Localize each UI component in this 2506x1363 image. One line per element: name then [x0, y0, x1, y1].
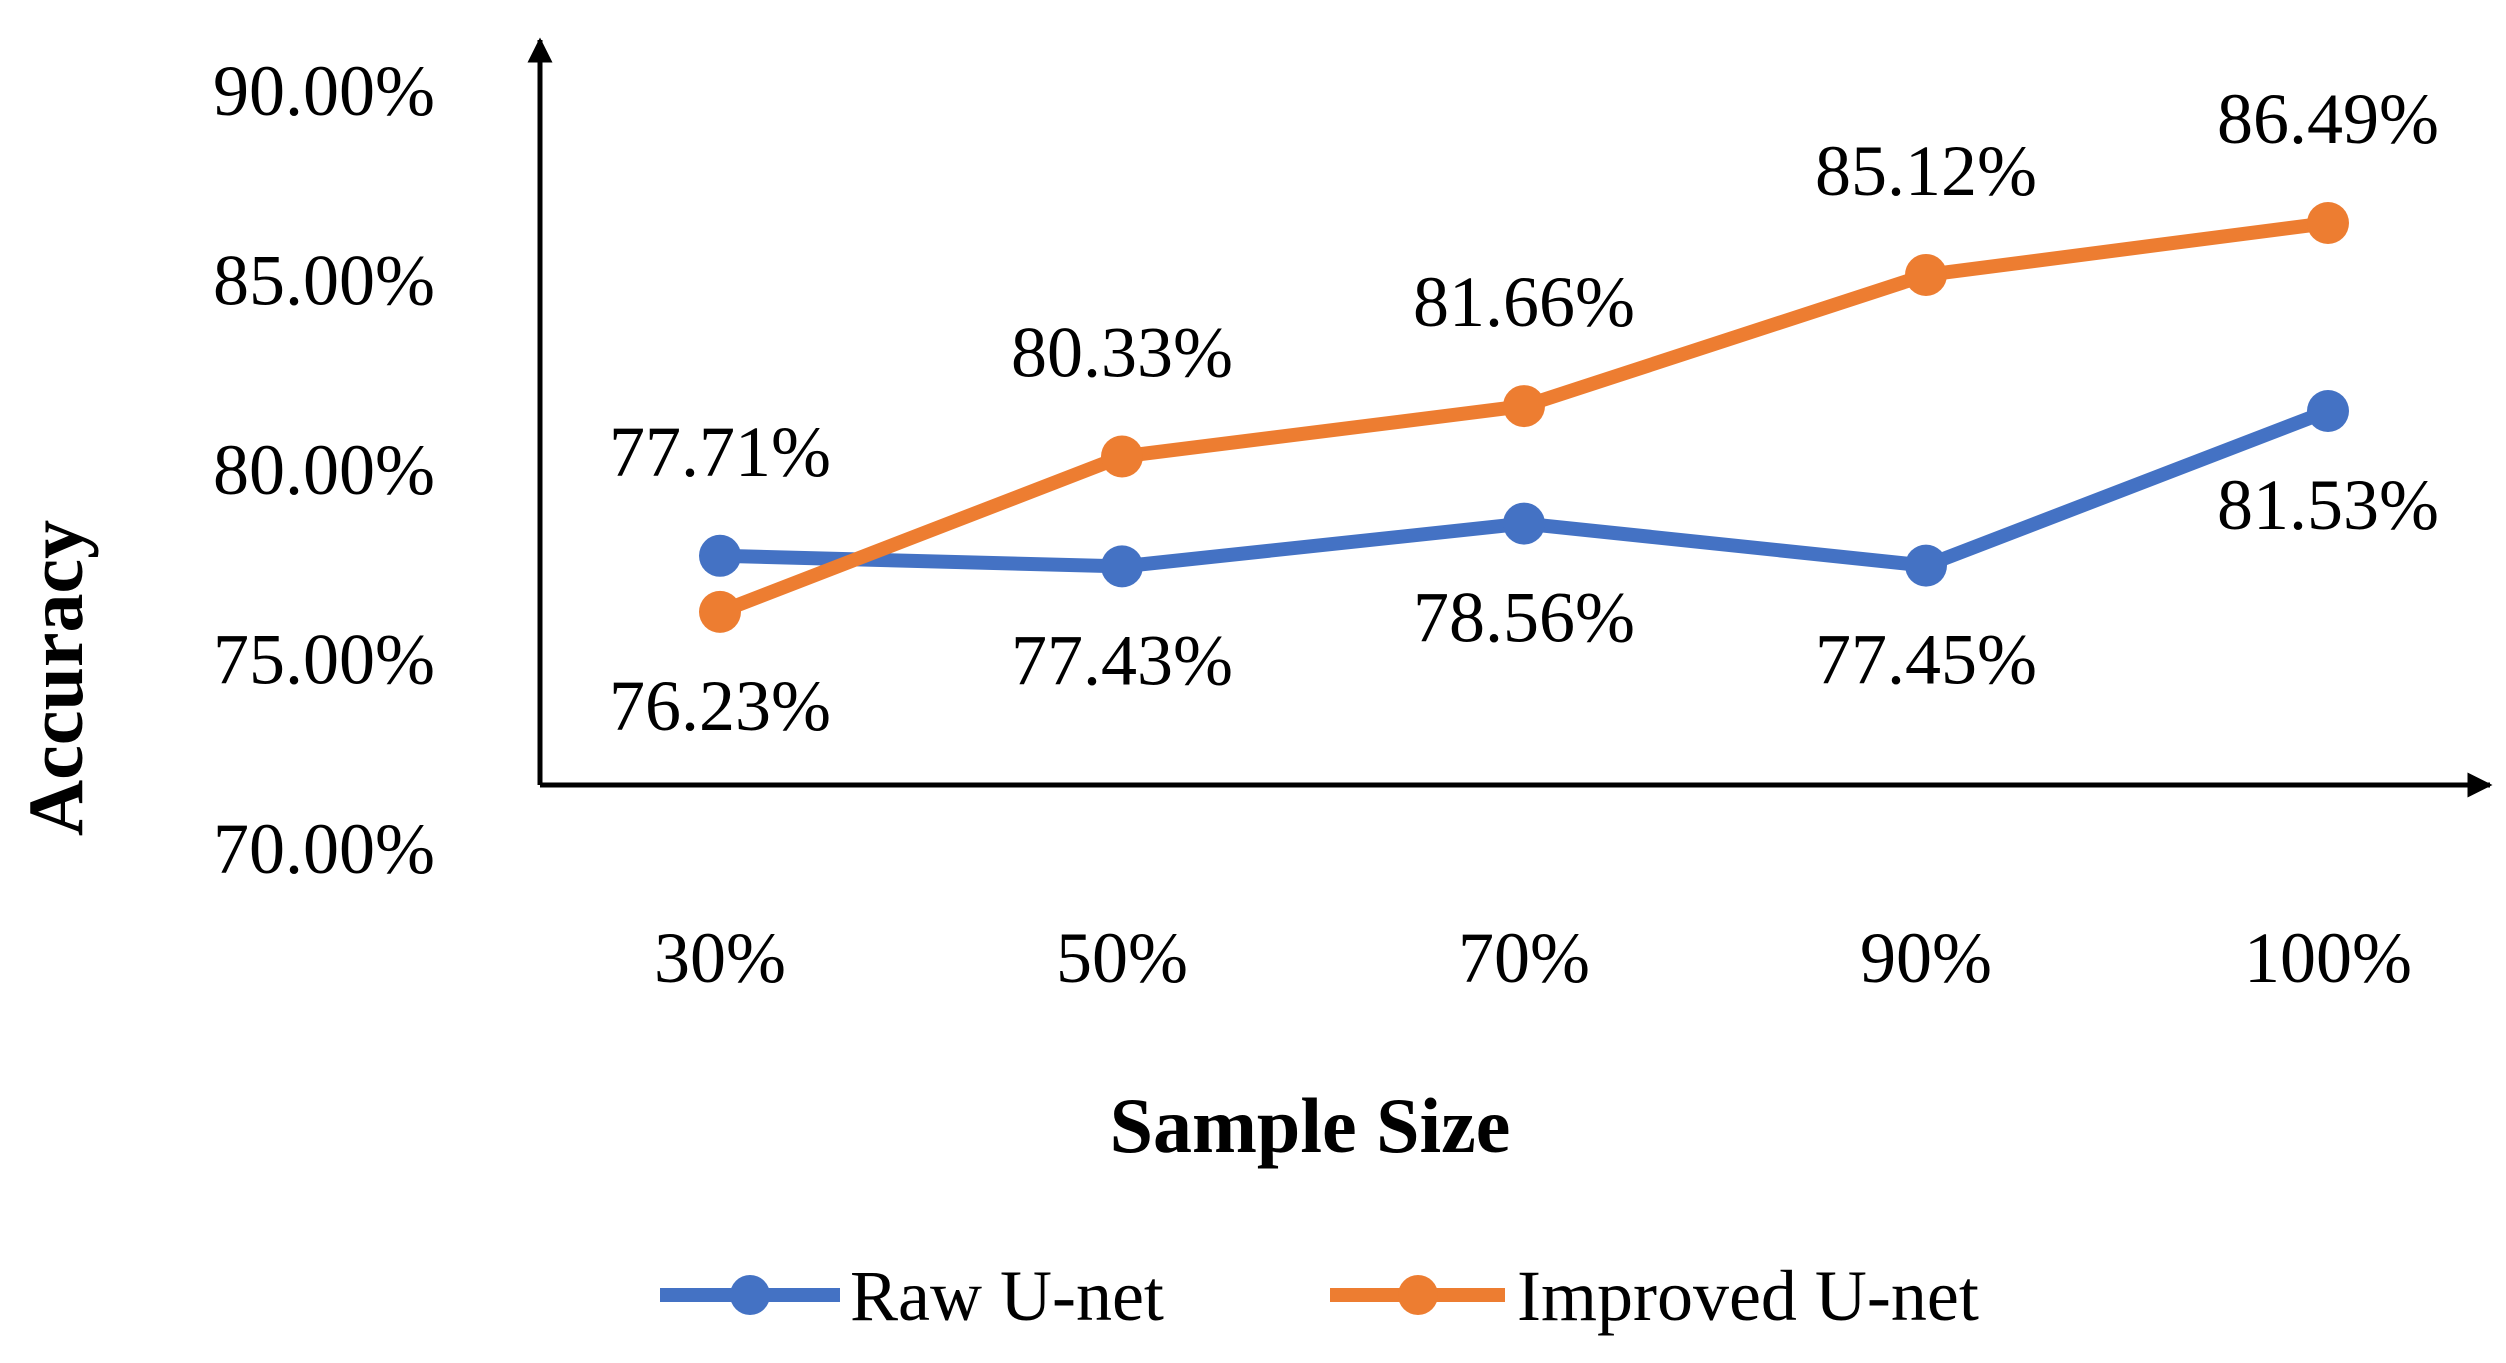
legend-improved-marker — [1398, 1275, 1438, 1315]
data-point-improved-u-net — [1905, 253, 1947, 296]
y-tick-labels: 70.00% 75.00% 80.00% 85.00% 90.00% — [213, 51, 435, 889]
x-tick-label: 30% — [654, 918, 786, 998]
data-label-improved-u-net: 81.66% — [1413, 262, 1635, 342]
data-label-improved-u-net: 86.49% — [2217, 79, 2439, 159]
data-label-raw-u-net: 81.53% — [2217, 465, 2439, 545]
data-point-raw-u-net — [699, 534, 741, 577]
data-label-raw-u-net: 77.45% — [1815, 620, 2037, 700]
data-label-raw-u-net: 78.56% — [1413, 578, 1635, 658]
x-tick-label: 100% — [2244, 918, 2412, 998]
data-label-improved-u-net: 80.33% — [1011, 312, 1233, 392]
data-label-raw-u-net: 77.43% — [1011, 620, 1233, 700]
y-tick-label: 80.00% — [213, 430, 435, 510]
y-tick-label: 85.00% — [213, 241, 435, 321]
legend: Raw U-net Improved U-net — [660, 1256, 1979, 1336]
data-label-improved-u-net: 76.23% — [609, 666, 831, 746]
x-tick-label: 90% — [1860, 918, 1992, 998]
data-point-improved-u-net — [699, 590, 741, 633]
legend-improved-label: Improved U-net — [1517, 1256, 1979, 1336]
data-point-improved-u-net — [1503, 385, 1545, 428]
data-point-raw-u-net — [1905, 544, 1947, 587]
x-tick-label: 50% — [1056, 918, 1188, 998]
legend-raw-marker — [730, 1275, 770, 1315]
series-layer: 77.71% 77.43% 78.56% 77.45% 81.53% 76.23% 80.3… — [609, 79, 2439, 746]
data-point-improved-u-net — [2307, 202, 2349, 245]
y-tick-label: 75.00% — [213, 620, 435, 700]
data-point-raw-u-net — [1101, 545, 1143, 588]
data-point-raw-u-net — [2307, 390, 2349, 433]
y-tick-label: 90.00% — [213, 51, 435, 131]
data-label-raw-u-net: 77.71% — [609, 412, 831, 492]
data-point-improved-u-net — [1101, 435, 1143, 478]
x-axis-title: Sample Size — [1110, 1082, 1511, 1169]
data-point-raw-u-net — [1503, 502, 1545, 545]
y-axis-title: Accuracy — [12, 520, 99, 836]
x-tick-labels: 30% 50% 70% 90% 100% — [654, 918, 2412, 998]
data-label-improved-u-net: 85.12% — [1815, 131, 2037, 211]
legend-raw-label: Raw U-net — [850, 1256, 1164, 1336]
y-tick-label: 70.00% — [213, 809, 435, 889]
x-tick-label: 70% — [1458, 918, 1590, 998]
